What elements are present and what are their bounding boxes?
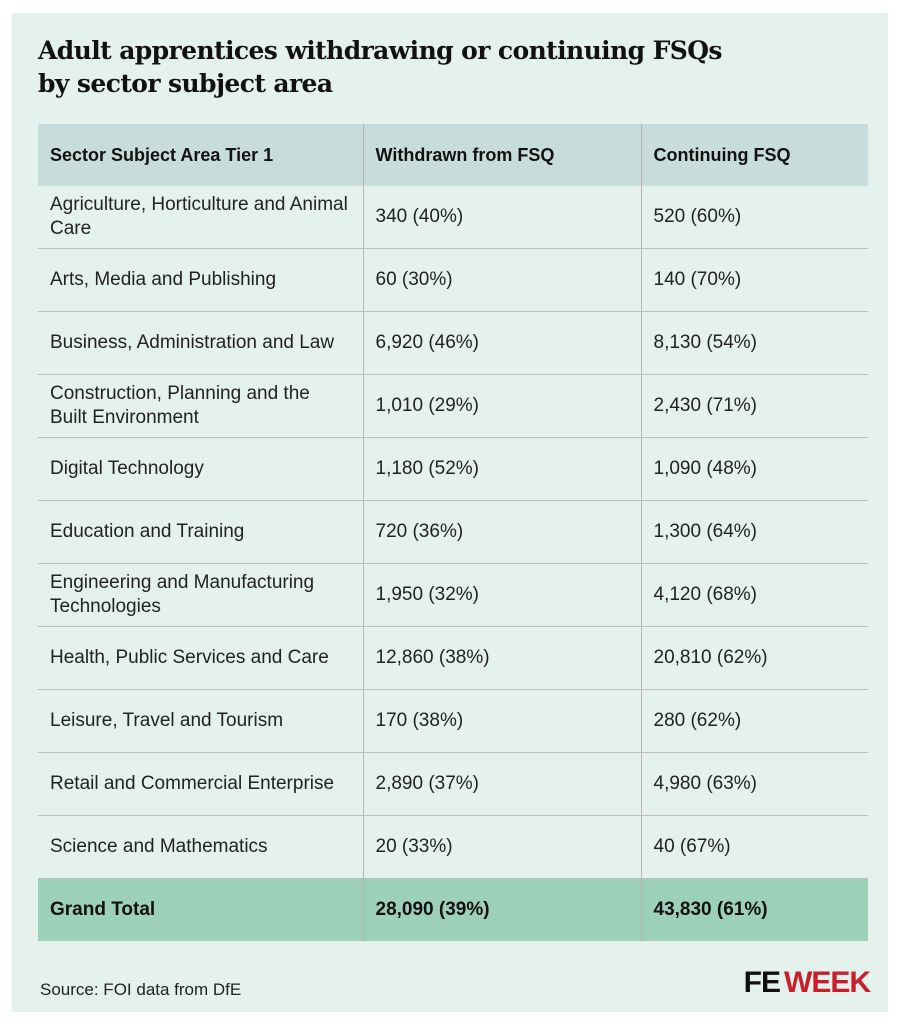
- withdrawn-cell: 20 (33%): [362, 815, 641, 879]
- total-continuing-cell: 43,830 (61%): [640, 878, 868, 941]
- total-withdrawn-cell: 28,090 (39%): [362, 878, 641, 941]
- logo-fe: FE: [743, 966, 781, 999]
- table-row: Science and Mathematics 20 (33%) 40 (67%): [38, 815, 868, 879]
- withdrawn-cell: 6,920 (46%): [362, 311, 641, 375]
- sector-cell: Leisure, Travel and Tourism: [38, 689, 363, 753]
- continuing-cell: 40 (67%): [640, 815, 868, 879]
- withdrawn-cell: 170 (38%): [362, 689, 641, 753]
- sector-cell: Business, Administration and Law: [38, 311, 363, 375]
- table-row: Construction, Planning and the Built Env…: [38, 374, 868, 438]
- withdrawn-cell: 720 (36%): [362, 500, 641, 564]
- table-row: Engineering and Manufacturing Technologi…: [38, 563, 868, 627]
- withdrawn-cell: 1,180 (52%): [362, 437, 641, 501]
- sector-cell: Arts, Media and Publishing: [38, 248, 363, 312]
- sector-cell: Education and Training: [38, 500, 363, 564]
- table-header-row: Sector Subject Area Tier 1 Withdrawn fro…: [38, 124, 868, 186]
- grand-total-row: Grand Total 28,090 (39%) 43,830 (61%): [38, 878, 868, 941]
- continuing-cell: 4,980 (63%): [640, 752, 868, 816]
- withdrawn-cell: 60 (30%): [362, 248, 641, 312]
- logo-week: WEEK: [784, 966, 871, 999]
- withdrawn-cell: 2,890 (37%): [362, 752, 641, 816]
- table-row: Arts, Media and Publishing 60 (30%) 140 (7…: [38, 248, 868, 312]
- table-row: Health, Public Services and Care 12,860 (…: [38, 626, 868, 690]
- continuing-cell: 8,130 (54%): [640, 311, 868, 375]
- table-row: Education and Training 720 (36%) 1,300 (64…: [38, 500, 868, 564]
- header-continuing: Continuing FSQ: [640, 124, 868, 186]
- total-sector-cell: Grand Total: [38, 878, 363, 941]
- sector-cell: Construction, Planning and the Built Env…: [38, 374, 363, 438]
- data-table: Sector Subject Area Tier 1 Withdrawn fro…: [38, 124, 868, 941]
- header-withdrawn: Withdrawn from FSQ: [362, 124, 641, 186]
- continuing-cell: 140 (70%): [640, 248, 868, 312]
- sector-cell: Retail and Commercial Enterprise: [38, 752, 363, 816]
- withdrawn-cell: 1,950 (32%): [362, 563, 641, 627]
- withdrawn-cell: 12,860 (38%): [362, 626, 641, 690]
- fe-week-logo: FE WEEK: [743, 966, 871, 1000]
- table-row: Retail and Commercial Enterprise 2,890 (3…: [38, 752, 868, 816]
- continuing-cell: 4,120 (68%): [640, 563, 868, 627]
- withdrawn-cell: 1,010 (29%): [362, 374, 641, 438]
- sector-cell: Health, Public Services and Care: [38, 626, 363, 690]
- table-row: Leisure, Travel and Tourism 170 (38%) 280 …: [38, 689, 868, 753]
- header-sector: Sector Subject Area Tier 1: [38, 124, 363, 186]
- table-row: Business, Administration and Law 6,920 (4…: [38, 311, 868, 375]
- source-note: Source: FOI data from DfE: [40, 980, 242, 999]
- sector-cell: Engineering and Manufacturing Technologi…: [38, 563, 363, 627]
- continuing-cell: 1,300 (64%): [640, 500, 868, 564]
- continuing-cell: 20,810 (62%): [640, 626, 868, 690]
- table-row: Agriculture, Horticulture and Animal Car…: [38, 186, 868, 249]
- continuing-cell: 2,430 (71%): [640, 374, 868, 438]
- continuing-cell: 280 (62%): [640, 689, 868, 753]
- withdrawn-cell: 340 (40%): [362, 186, 641, 249]
- continuing-cell: 520 (60%): [640, 186, 868, 249]
- sector-cell: Digital Technology: [38, 437, 363, 501]
- sector-cell: Agriculture, Horticulture and Animal Car…: [38, 186, 363, 249]
- continuing-cell: 1,090 (48%): [640, 437, 868, 501]
- table-row: Digital Technology 1,180 (52%) 1,090 (48%): [38, 437, 868, 501]
- page-title: Adult apprentices withdrawing or continu…: [38, 36, 722, 98]
- sector-cell: Science and Mathematics: [38, 815, 363, 879]
